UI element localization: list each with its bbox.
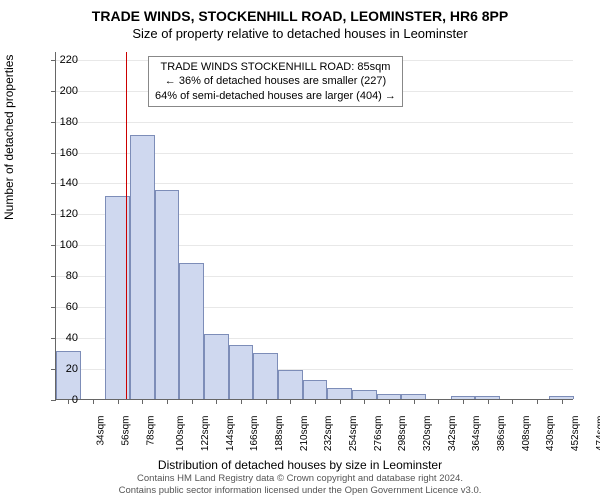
chart-title-sub: Size of property relative to detached ho… [0, 24, 600, 45]
y-tick-label: 20 [66, 363, 78, 375]
x-tick [167, 399, 168, 404]
gridline [56, 122, 573, 123]
histogram-bar [327, 388, 352, 399]
histogram-bar [229, 345, 254, 399]
y-tick-label: 80 [66, 270, 78, 282]
histogram-bar [204, 334, 229, 399]
plot-area: TRADE WINDS STOCKENHILL ROAD: 85sqm← 36%… [55, 52, 573, 400]
histogram-bar [278, 370, 303, 399]
x-tick [414, 399, 415, 404]
x-tick-label: 188sqm [274, 416, 285, 452]
y-tick [51, 307, 56, 308]
x-tick-label: 78sqm [145, 416, 156, 446]
y-tick [51, 153, 56, 154]
y-tick [51, 122, 56, 123]
x-tick [216, 399, 217, 404]
histogram-bar [179, 263, 204, 399]
y-tick [51, 183, 56, 184]
y-tick [51, 214, 56, 215]
y-tick [51, 91, 56, 92]
y-axis-label: Number of detached properties [2, 55, 16, 220]
x-tick-label: 452sqm [570, 416, 581, 452]
y-tick-label: 100 [60, 239, 78, 251]
x-tick-label: 166sqm [249, 416, 260, 452]
histogram-bar [303, 380, 328, 399]
x-tick-label: 364sqm [471, 416, 482, 452]
x-tick-label: 122sqm [200, 416, 211, 452]
y-tick-label: 220 [60, 54, 78, 66]
x-tick [192, 399, 193, 404]
histogram-bar [352, 390, 377, 399]
x-tick [241, 399, 242, 404]
y-tick-label: 40 [66, 332, 78, 344]
y-tick-label: 120 [60, 208, 78, 220]
y-tick-label: 180 [60, 116, 78, 128]
x-tick-label: 56sqm [121, 416, 132, 446]
x-tick-label: 474sqm [595, 416, 600, 452]
y-tick [51, 276, 56, 277]
y-tick [51, 338, 56, 339]
y-tick-label: 0 [72, 394, 78, 406]
histogram-bar [253, 353, 278, 399]
footer-line-1: Contains HM Land Registry data © Crown c… [0, 473, 600, 485]
x-tick-label: 100sqm [175, 416, 186, 452]
y-tick-label: 60 [66, 301, 78, 313]
x-tick [438, 399, 439, 404]
x-tick-label: 34sqm [96, 416, 107, 446]
x-tick [290, 399, 291, 404]
x-tick [266, 399, 267, 404]
x-tick [537, 399, 538, 404]
y-tick-label: 160 [60, 147, 78, 159]
chart-footer: Contains HM Land Registry data © Crown c… [0, 473, 600, 497]
marker-line [126, 52, 127, 399]
x-tick-label: 320sqm [422, 416, 433, 452]
x-tick [512, 399, 513, 404]
annotation-box: TRADE WINDS STOCKENHILL ROAD: 85sqm← 36%… [148, 56, 403, 107]
annotation-line: TRADE WINDS STOCKENHILL ROAD: 85sqm [155, 60, 396, 74]
x-tick [364, 399, 365, 404]
y-tick [51, 60, 56, 61]
chart-title-main: TRADE WINDS, STOCKENHILL ROAD, LEOMINSTE… [0, 0, 600, 24]
y-tick-label: 140 [60, 177, 78, 189]
x-tick [389, 399, 390, 404]
chart-container: TRADE WINDS, STOCKENHILL ROAD, LEOMINSTE… [0, 0, 600, 500]
x-tick-label: 144sqm [225, 416, 236, 452]
x-tick [118, 399, 119, 404]
histogram-bar [130, 135, 155, 399]
x-tick-label: 232sqm [323, 416, 334, 452]
x-tick-label: 342sqm [447, 416, 458, 452]
x-tick [142, 399, 143, 404]
x-tick-label: 210sqm [299, 416, 310, 452]
x-tick [340, 399, 341, 404]
x-tick-label: 430sqm [545, 416, 556, 452]
x-tick-label: 276sqm [373, 416, 384, 452]
y-tick [51, 245, 56, 246]
x-tick [488, 399, 489, 404]
x-tick [68, 399, 69, 404]
annotation-line: ← 36% of detached houses are smaller (22… [155, 74, 396, 88]
x-tick-label: 408sqm [521, 416, 532, 452]
x-tick [315, 399, 316, 404]
x-tick [562, 399, 563, 404]
histogram-bar [155, 190, 180, 399]
y-tick-label: 200 [60, 85, 78, 97]
y-tick [51, 400, 56, 401]
x-tick-label: 254sqm [348, 416, 359, 452]
x-tick [93, 399, 94, 404]
x-tick-label: 386sqm [496, 416, 507, 452]
x-tick-label: 298sqm [397, 416, 408, 452]
annotation-line: 64% of semi-detached houses are larger (… [155, 89, 396, 103]
x-tick [463, 399, 464, 404]
footer-line-2: Contains public sector information licen… [0, 485, 600, 497]
x-axis-label: Distribution of detached houses by size … [0, 458, 600, 472]
